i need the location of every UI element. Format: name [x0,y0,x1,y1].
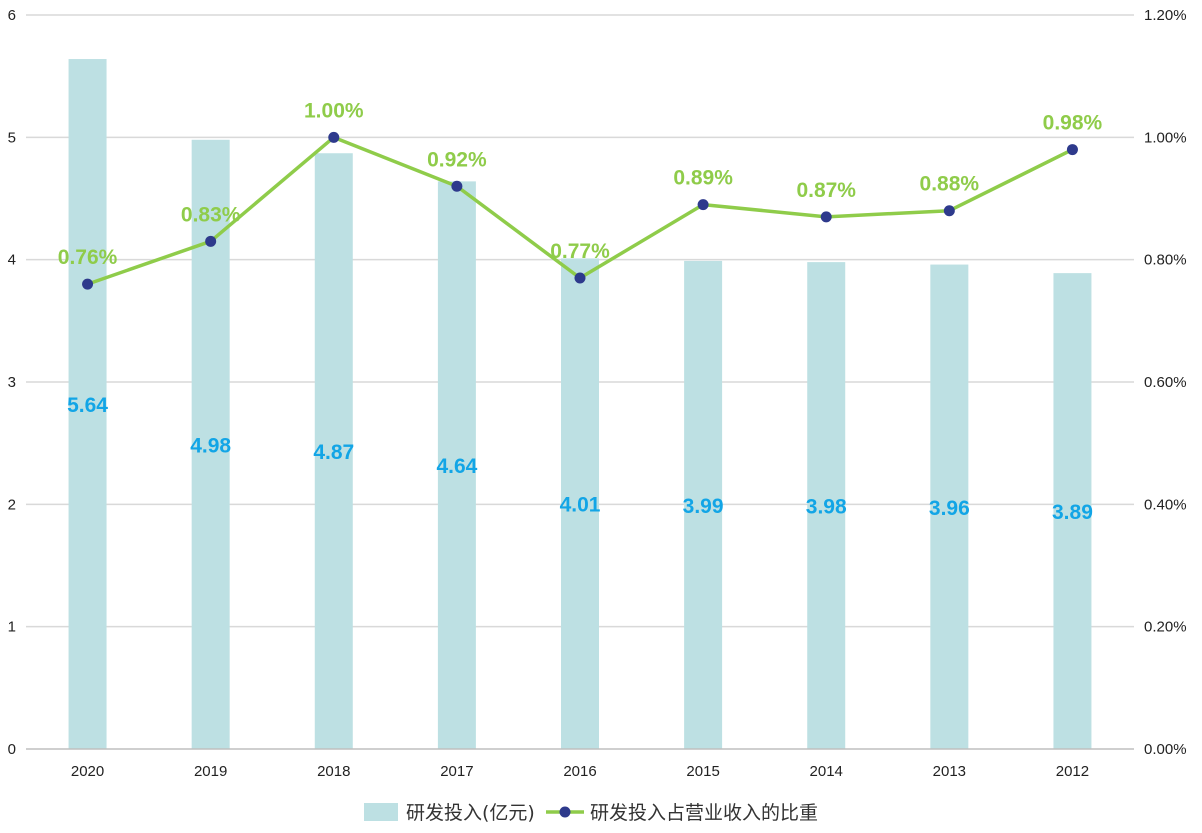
bar [684,260,723,749]
y-left-tick-label: 0 [8,741,16,758]
axes: 0 1 2 3 4 5 6 0.00% 0.20% 0.40% 0.60% 0.80% 1.00% 1.2… [8,7,1187,780]
y-right-tick-label: 1.00% [1144,129,1187,146]
line-value-label: 0.83% [181,203,241,226]
line-point [943,205,955,217]
bar [314,153,353,749]
bar-series [68,59,1092,750]
bar [807,262,846,749]
data-labels: 5.64 4.98 4.87 4.64 4.01 3.99 3.98 3.96 3.89 0.76… [58,99,1103,524]
bar [930,264,969,749]
line-point [820,211,832,223]
x-tick-label: 2015 [686,763,719,780]
line-value-label: 0.89% [673,167,733,190]
legend-line-marker [559,806,571,818]
x-tick-label: 2016 [563,763,596,780]
x-tick-label: 2012 [1056,763,1089,780]
y-right-tick-label: 0.80% [1144,252,1187,269]
bar [561,258,599,749]
x-tick-label: 2020 [71,763,104,780]
line-point [451,180,463,192]
y-right-tick-label: 0.60% [1144,374,1187,391]
line-value-label: 1.00% [304,99,364,122]
y-right-tick-label: 1.20% [1144,7,1187,24]
y-right-tick-label: 0.20% [1144,619,1187,636]
bar-value-label: 3.89 [1052,501,1093,524]
bar-value-label: 3.96 [929,497,970,520]
x-tick-label: 2019 [194,763,227,780]
x-tick-label: 2013 [933,763,966,780]
bar-value-label: 3.98 [806,496,847,519]
x-tick-label: 2018 [317,763,350,780]
bar [1053,273,1092,749]
bar [68,59,107,750]
y-left-tick-label: 1 [8,619,16,636]
y-left-tick-label: 2 [8,496,16,513]
line-point [1066,144,1078,156]
legend-bar-label: 研发投入(亿元) [406,802,535,824]
line-point [574,272,586,284]
line-point [328,131,340,143]
legend-bar-swatch [364,803,398,821]
line-value-label: 0.76% [58,246,118,269]
line-point [697,199,709,211]
bar-value-label: 5.64 [67,394,108,417]
line-value-label: 0.98% [1043,112,1103,135]
line-point [205,235,217,247]
y-right-tick-label: 0.00% [1144,741,1187,758]
bar [437,181,476,749]
line-value-label: 0.77% [550,240,610,263]
bar-value-label: 4.98 [190,434,231,457]
y-left-tick-label: 3 [8,374,16,391]
line-value-label: 0.92% [427,148,487,171]
y-left-tick-label: 6 [8,7,16,24]
bar-value-label: 3.99 [683,495,724,518]
bar-value-label: 4.01 [560,494,601,517]
legend-line-label: 研发投入占营业收入的比重 [590,802,818,824]
bar-value-label: 4.64 [436,455,477,478]
x-tick-label: 2017 [440,763,473,780]
line-series [82,131,1078,290]
y-right-tick-label: 0.40% [1144,496,1187,513]
line-value-label: 0.88% [920,173,980,196]
line-point [82,278,94,290]
y-left-tick-label: 5 [8,129,16,146]
x-tick-label: 2014 [810,763,843,780]
bar-value-label: 4.87 [313,441,354,464]
y-left-tick-label: 4 [8,252,16,269]
legend: 研发投入(亿元) 研发投入占营业收入的比重 [364,802,818,824]
line-value-label: 0.87% [796,179,856,202]
